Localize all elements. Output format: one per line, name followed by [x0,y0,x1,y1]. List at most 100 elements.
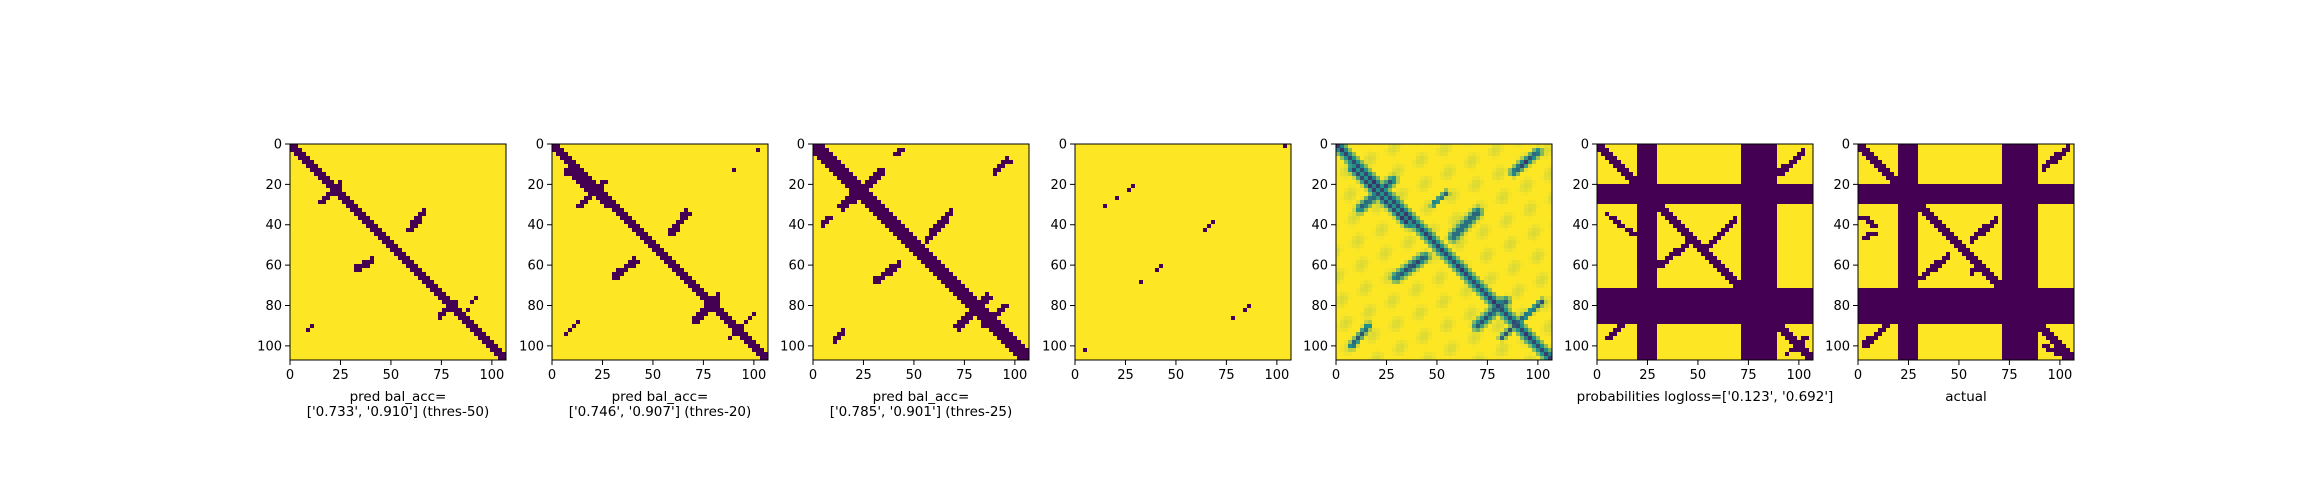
heatmap-cell [672,280,676,284]
heatmap-cell [446,284,450,288]
heatmap-cell [600,284,604,288]
heatmap-cell [422,296,426,300]
heatmap-cell [498,352,502,356]
heatmap-cell [338,212,342,216]
heatmap-cell [398,192,402,196]
heatmap-cell [378,180,382,184]
heatmap-cell [302,180,306,184]
heatmap-cell [736,288,740,292]
heatmap-cell [720,276,724,280]
heatmap-cell [724,192,728,196]
heatmap-cell [664,284,668,288]
heatmap-cell [398,240,402,244]
heatmap-cell [760,152,764,156]
heatmap-cell [474,172,478,176]
heatmap-cell [414,284,418,288]
heatmap-cell [740,168,744,172]
heatmap-cell [370,156,374,160]
heatmap-cell [712,288,716,292]
heatmap-cell [458,208,462,212]
heatmap-cell [756,192,760,196]
heatmap-cell [756,200,760,204]
heatmap-cell [692,216,696,220]
heatmap-cell [346,228,350,232]
heatmap-cell [612,164,616,168]
heatmap-cell [450,300,454,304]
heatmap-cell [652,260,656,264]
x-tick-label: 25 [332,368,349,383]
heatmap-cell [596,280,600,284]
heatmap-cell [564,144,568,148]
heatmap-cell [596,200,600,204]
heatmap-cell [704,144,708,148]
heatmap-cell [732,204,736,208]
heatmap-cell [374,320,378,324]
heatmap-cell [700,280,704,284]
y-tick-label: 60 [265,259,282,274]
heatmap-cell [756,148,760,152]
heatmap-cell [494,180,498,184]
heatmap-cell [474,168,478,172]
heatmap-cell [466,264,470,268]
heatmap-cell [486,212,490,216]
heatmap-cell [390,168,394,172]
heatmap-cell [596,168,600,172]
heatmap-cell [486,340,490,344]
heatmap-cell [482,288,486,292]
heatmap-cell [338,280,342,284]
heatmap-cell [644,264,648,268]
heatmap-cell [612,168,616,172]
heatmap-cell [680,172,684,176]
heatmap-cell [318,148,322,152]
heatmap-cell [422,256,426,260]
heatmap-cell [430,348,434,352]
heatmap-cell [684,148,688,152]
heatmap-cell [466,288,470,292]
heatmap-cell [346,216,350,220]
heatmap-cell [756,232,760,236]
heatmap-cell [600,232,604,236]
heatmap-cell [684,196,688,200]
heatmap-cell [402,268,406,272]
heatmap-cell [592,180,596,184]
heatmap-cell [584,288,588,292]
heatmap-cell [624,184,628,188]
heatmap-cell [370,268,374,272]
heatmap-cell [600,188,604,192]
heatmap-cell [616,288,620,292]
heatmap-cell [470,168,474,172]
heatmap-cell [294,352,298,356]
heatmap-cell [318,312,322,316]
heatmap-cell [458,288,462,292]
heatmap-cell [696,288,700,292]
heatmap-cell [378,204,382,208]
heatmap-cell [616,272,620,276]
heatmap-cell [656,160,660,164]
heatmap-cell [608,220,612,224]
heatmap-cell [748,288,752,292]
heatmap-cell [402,168,406,172]
heatmap-cell [648,232,652,236]
heatmap-cell [708,244,712,248]
heatmap-cell [378,252,382,256]
heatmap-cell [474,288,478,292]
heatmap-cell [314,304,318,308]
heatmap-cell [490,320,494,324]
heatmap-cell [752,280,756,284]
heatmap-cell [398,288,402,292]
heatmap-cell [600,176,604,180]
heatmap-cell [334,228,338,232]
heatmap-cell [406,188,410,192]
heatmap-cell [728,260,732,264]
heatmap-cell [652,156,656,160]
heatmap-cell [386,212,390,216]
heatmap-cell [636,236,640,240]
heatmap-cell [298,156,302,160]
heatmap-cell [438,340,442,344]
heatmap-cell [600,280,604,284]
heatmap-cell [716,220,720,224]
heatmap-cell [490,148,494,152]
heatmap-cell [588,144,592,148]
heatmap-cell [458,348,462,352]
heatmap-cell [346,224,350,228]
